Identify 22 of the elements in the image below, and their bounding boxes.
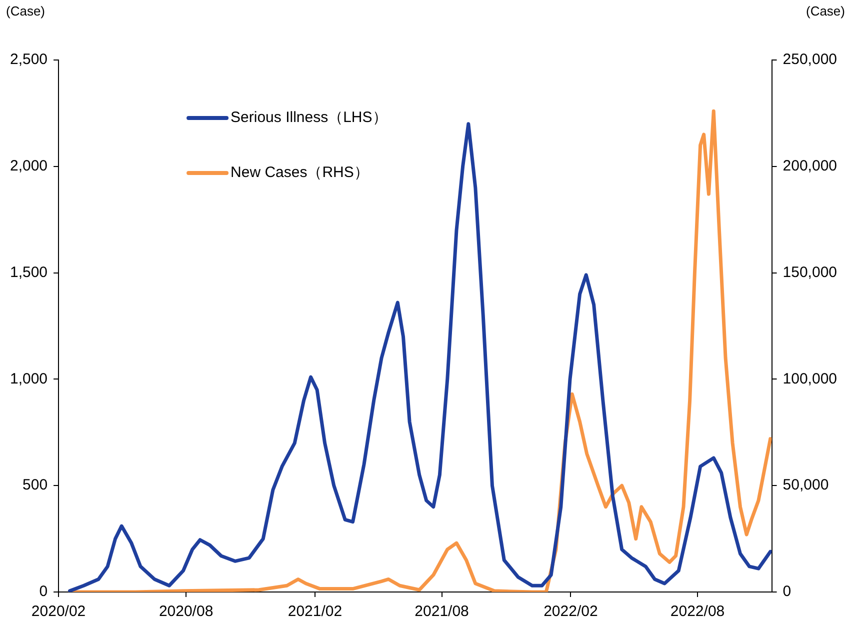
legend-label: New Cases（RHS）: [230, 164, 369, 182]
y2-tick-label: 0: [782, 583, 792, 600]
y2-tick-label: 100,000: [782, 370, 838, 388]
x-tick-label: 2022/08: [670, 603, 725, 620]
y2-tick-label: 250,000: [782, 51, 838, 68]
y-tick-label: 0: [39, 583, 48, 600]
legend-label: Serious Illness（LHS）: [230, 109, 388, 126]
x-tick-label: 2020/08: [158, 603, 214, 620]
y2-tick-label: 150,000: [782, 264, 838, 281]
x-tick-label: 2022/02: [544, 603, 598, 620]
y2-axis-title: (Case): [806, 4, 845, 19]
y2-tick-label: 50,000: [782, 476, 829, 494]
x-tick-label: 2020/02: [31, 603, 86, 620]
y-axis-title: (Case): [6, 4, 46, 19]
y-tick-label: 2,500: [10, 51, 48, 68]
y2-tick-label: 200,000: [782, 158, 838, 175]
x-tick-label: 2021/02: [288, 603, 342, 620]
y-tick-label: 2,000: [10, 158, 48, 175]
y-tick-label: 500: [22, 476, 48, 494]
y-tick-label: 1,500: [10, 264, 48, 281]
y-tick-label: 1,000: [10, 370, 48, 388]
x-tick-label: 2021/08: [414, 603, 469, 620]
